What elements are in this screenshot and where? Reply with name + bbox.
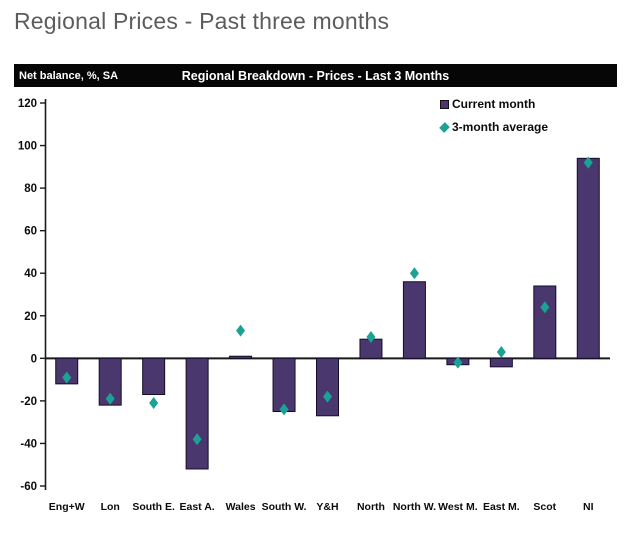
legend-item-3-month-average: 3-month average — [439, 119, 549, 135]
x-category-label-Lon: Lon — [101, 501, 120, 513]
bar-South E. — [142, 357, 166, 396]
y-tick-label--40: -40 — [20, 438, 37, 450]
y-tick-label--60: -60 — [20, 481, 37, 493]
diamond-North — [366, 331, 376, 344]
x-category-label-Scot: Scot — [533, 501, 556, 513]
x-category-label-South E.: South E. — [132, 501, 175, 513]
diamond-Scot — [540, 301, 550, 314]
x-category-label-North: North — [357, 501, 385, 513]
chart-header-bar: Net balance, %, SA Regional Breakdown - … — [14, 64, 617, 87]
chart-title: Regional Breakdown - Prices - Last 3 Mon… — [181, 68, 450, 83]
x-category-label-West M.: West M. — [438, 501, 478, 513]
bar-Wales — [229, 355, 253, 359]
diamond-Eng+W — [62, 371, 72, 384]
x-category-label-East A.: East A. — [180, 501, 215, 513]
y-tick-label-60: 60 — [24, 226, 37, 238]
diamond-NI — [583, 156, 593, 169]
diamond-Wales — [236, 324, 246, 337]
bar-Scot — [533, 285, 557, 359]
diamond-North W. — [409, 267, 419, 280]
y-tick-label-100: 100 — [18, 141, 37, 153]
bar-East A. — [185, 357, 209, 470]
page-title: Regional Prices - Past three months — [14, 8, 390, 34]
x-category-label-Eng+W: Eng+W — [49, 501, 85, 513]
diamond-West M. — [453, 356, 463, 369]
bar-NI — [576, 157, 600, 359]
x-category-label-North W.: North W. — [393, 501, 436, 513]
bar-North W. — [402, 281, 426, 359]
y-tick-label-20: 20 — [24, 311, 37, 323]
diamond-Y&H — [323, 390, 332, 403]
y-tick-label-80: 80 — [24, 183, 37, 195]
x-category-label-Wales: Wales — [226, 501, 256, 513]
bar-Lon — [98, 357, 122, 406]
bar-East M. — [489, 357, 513, 368]
diamond-marker-icon — [439, 121, 450, 133]
y-tick-label-0: 0 — [31, 353, 37, 365]
x-category-label-East M.: East M. — [483, 501, 520, 513]
x-category-label-South W.: South W. — [262, 501, 307, 513]
bar-Eng+W — [55, 357, 79, 385]
y-tick-label--20: -20 — [20, 396, 37, 408]
diamond-Lon — [105, 392, 115, 405]
x-category-label-Y&H: Y&H — [316, 501, 338, 513]
diamond-East A. — [192, 433, 202, 446]
legend-label-current-month: Current month — [452, 97, 536, 111]
y-tick-label-120: 120 — [18, 98, 37, 110]
diamond-South W. — [279, 403, 289, 416]
x-category-label-NI: NI — [583, 501, 594, 513]
chart-legend: Current month 3-month average — [439, 96, 549, 142]
legend-item-current-month: Current month — [440, 96, 548, 112]
y-axis-units-label: Net balance, %, SA — [19, 69, 119, 82]
y-tick-label-40: 40 — [24, 268, 37, 280]
square-marker-icon — [440, 99, 449, 109]
diamond-East M. — [496, 345, 506, 358]
bar-Y&H — [316, 357, 339, 417]
legend-label-3-month-average: 3-month average — [452, 120, 549, 134]
diamond-South E. — [149, 397, 159, 410]
